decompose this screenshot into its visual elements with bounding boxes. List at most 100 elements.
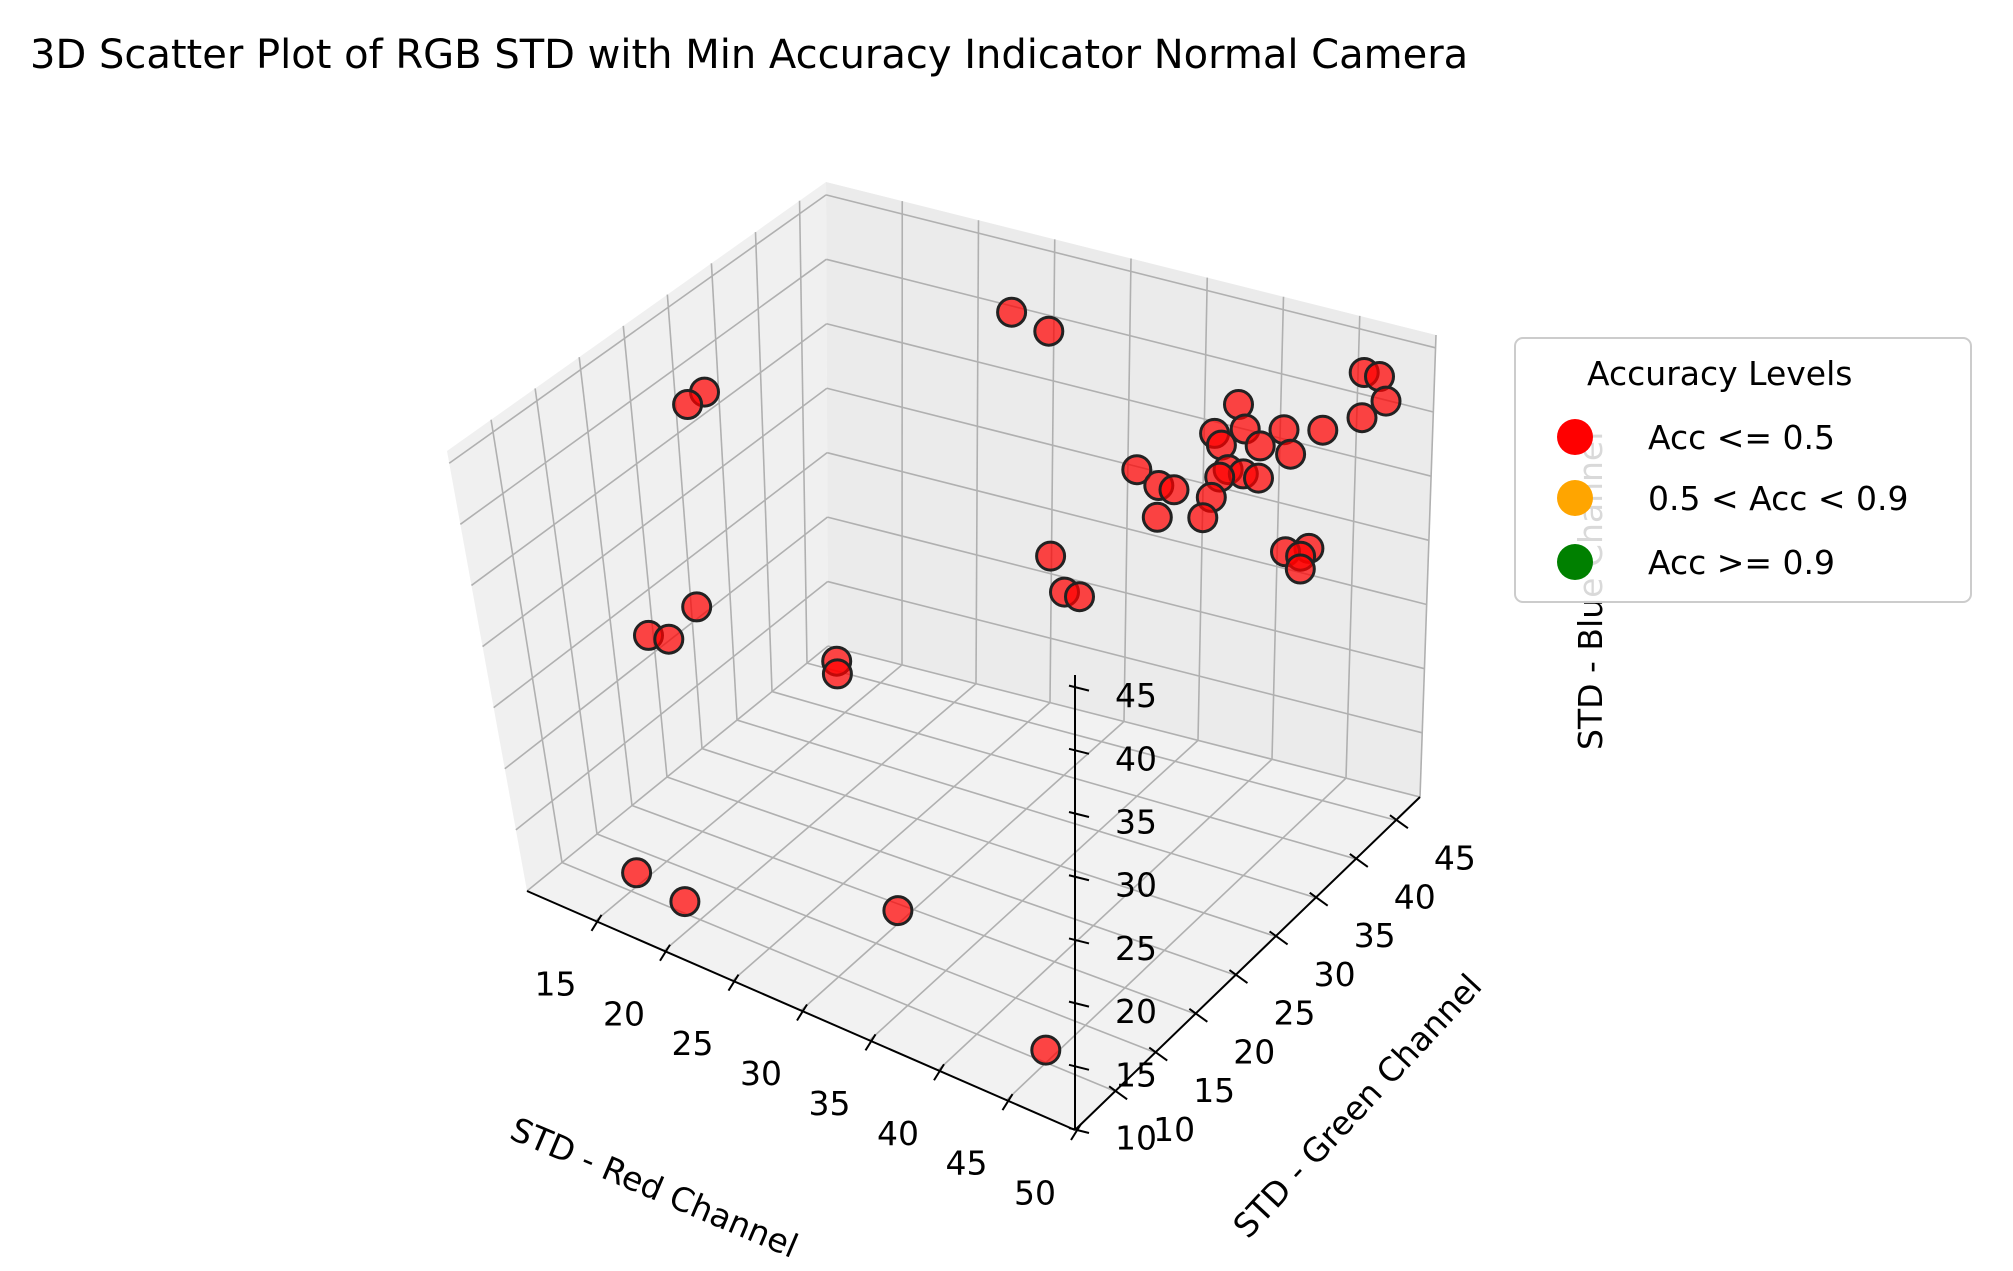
x-tick-label: 50	[1014, 1174, 1056, 1213]
tick-labels: 1520253035404550101520253035404510152025…	[535, 676, 1476, 1212]
grid-x-floor	[1005, 777, 1347, 1101]
z-tick-mark	[1068, 1127, 1090, 1134]
x-tick-label: 35	[809, 1084, 851, 1123]
pane-left-wall	[447, 182, 828, 891]
grid-z-left	[493, 452, 828, 709]
grid-z-left	[448, 194, 827, 464]
y-tick-label: 35	[1354, 916, 1396, 955]
z-tick-mark	[1068, 747, 1090, 755]
z-tick-label: 15	[1115, 1055, 1157, 1094]
x-tick-mark	[1001, 1093, 1014, 1111]
y-tick-mark	[1108, 1085, 1128, 1101]
z-tick-mark	[1068, 1000, 1090, 1008]
y-tick-label: 10	[1153, 1110, 1195, 1149]
grid-y-floor	[631, 804, 1196, 1015]
x-tick-label: 25	[672, 1024, 714, 1063]
scatter-point	[1370, 385, 1402, 417]
grid-y-floor	[736, 719, 1316, 899]
x-tick-label: 45	[946, 1144, 988, 1183]
y-tick-mark	[1349, 853, 1369, 868]
grid-x-floor	[868, 739, 1199, 1041]
grid-z-back	[825, 194, 1436, 349]
scatter-point	[1035, 540, 1067, 572]
scatter-point	[681, 591, 713, 623]
y-tick-label: 25	[1274, 994, 1316, 1033]
x-tick-mark	[1070, 1123, 1082, 1141]
y-tick-mark	[1389, 814, 1409, 830]
grid-z-left	[526, 645, 829, 892]
grid-z-back	[827, 516, 1425, 670]
grid-z-back	[826, 258, 1434, 413]
y-tick-label: 30	[1314, 955, 1356, 994]
x-axis-title: STD - Red Channel	[505, 1109, 804, 1265]
scatter-point	[669, 886, 701, 918]
z-tick-mark	[1068, 684, 1090, 692]
scatter-point	[1346, 402, 1378, 434]
y-tick-mark	[1188, 1008, 1208, 1023]
x-tick-mark	[933, 1063, 945, 1081]
scatter-point	[1030, 1034, 1062, 1066]
legend-marker-acc-mid	[1557, 480, 1593, 516]
grid-z-back	[827, 580, 1423, 734]
scatter-point	[1121, 454, 1153, 486]
grid-y-floor	[771, 690, 1357, 860]
scatter-point	[1141, 501, 1173, 533]
x-tick-mark	[864, 1033, 877, 1051]
scatter-point	[653, 623, 685, 655]
x-tick-mark	[659, 944, 671, 962]
x-tick-label: 20	[603, 994, 645, 1033]
axis-panes	[447, 182, 1436, 1130]
z-tick-label: 45	[1115, 676, 1157, 715]
y-axis-line	[1074, 796, 1421, 1131]
data-points	[621, 296, 1402, 1066]
y-tick-label: 45	[1434, 839, 1476, 878]
grid-z-left	[482, 387, 828, 648]
scatter-point	[1284, 553, 1316, 585]
z-tick-label: 10	[1115, 1119, 1157, 1158]
z-tick-label: 40	[1115, 739, 1157, 778]
legend-frame	[1514, 337, 1972, 603]
x-tick-label: 40	[877, 1114, 919, 1153]
grid-z-left	[470, 323, 828, 587]
y-axis-title: STD - Green Channel	[1225, 966, 1489, 1245]
scatter-point	[1244, 430, 1276, 462]
grid-x-floor	[731, 702, 1051, 982]
legend: Accuracy Levels Acc <= 0.5 0.5 < Acc < 0…	[1514, 337, 1972, 603]
grid-y-floor	[806, 662, 1397, 822]
grid-x-floor	[800, 720, 1125, 1012]
legend-marker-acc-high	[1557, 544, 1593, 580]
scatter-point	[1243, 462, 1274, 494]
z-tick-mark	[1068, 937, 1090, 945]
x-axis-line	[526, 890, 1076, 1131]
grid-y-floor	[561, 861, 1116, 1093]
grid-x-floor	[663, 683, 977, 952]
scatter-point	[1064, 581, 1095, 613]
z-tick-label: 20	[1115, 992, 1157, 1031]
grid-z-back	[826, 451, 1427, 606]
x-tick-mark	[727, 974, 740, 992]
scatter-point	[882, 895, 914, 927]
grid-y-floor	[596, 833, 1156, 1054]
scatter-point	[1158, 474, 1190, 506]
legend-label-acc-low: Acc <= 0.5	[1648, 418, 1835, 457]
scatter-point	[621, 857, 653, 889]
z-tick-mark	[1068, 811, 1090, 818]
legend-marker-acc-low	[1557, 419, 1593, 455]
x-tick-mark	[590, 914, 603, 932]
scatter-point	[1275, 438, 1307, 470]
scatter-point	[821, 658, 853, 690]
scatter-point	[672, 389, 704, 420]
legend-title: Accuracy Levels	[1587, 354, 1852, 393]
z-tick-label: 25	[1115, 929, 1157, 968]
grid-z-back	[827, 645, 1421, 798]
z-tick-label: 30	[1115, 866, 1157, 905]
legend-label-acc-high: Acc >= 0.9	[1648, 543, 1835, 582]
scatter-point	[1033, 315, 1065, 347]
z-tick-mark	[1068, 1063, 1090, 1071]
x-tick-mark	[796, 1003, 808, 1022]
y-tick-mark	[1268, 930, 1289, 946]
scatter-point	[996, 296, 1028, 328]
grid-z-left	[459, 258, 827, 525]
grid-y-floor	[666, 776, 1236, 976]
